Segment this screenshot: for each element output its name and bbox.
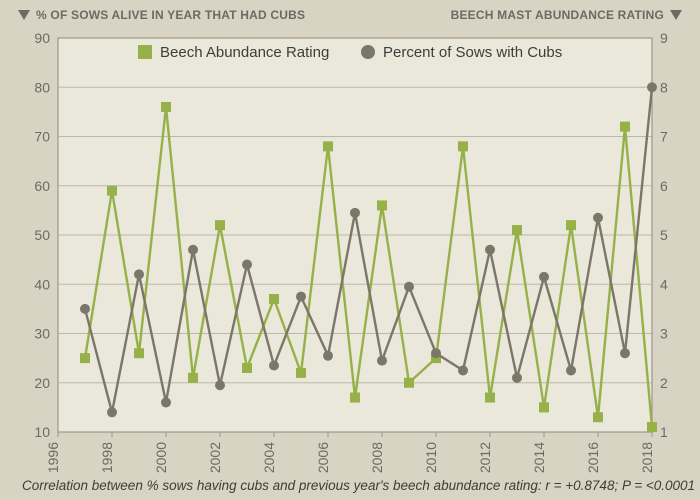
x-tick-label: 2006 — [315, 442, 331, 473]
x-tick-label: 2012 — [477, 442, 493, 473]
beech-series-marker — [350, 393, 360, 403]
y-left-tick: 80 — [34, 79, 50, 95]
sows-series-marker — [458, 365, 468, 375]
sows-series-marker — [188, 245, 198, 255]
y-left-tick: 40 — [34, 276, 50, 292]
y-right-tick: 9 — [660, 30, 668, 46]
beech-series-marker — [539, 402, 549, 412]
beech-series-marker — [161, 102, 171, 112]
y-left-tick: 10 — [34, 424, 50, 440]
x-tick-label: 2004 — [261, 442, 277, 473]
chart-caption: Correlation between % sows having cubs a… — [22, 478, 695, 493]
sows-series-marker — [485, 245, 495, 255]
chart-container: 10 1 20 2 30 3 40 4 50 5 60 6 70 7 80 8 90 9 1996 1998 2000 2… — [0, 0, 700, 500]
y-right-tick: 1 — [660, 424, 668, 440]
beech-series-marker — [512, 225, 522, 235]
legend-marker-circle-icon — [361, 45, 375, 59]
x-tick-label: 2014 — [531, 442, 547, 473]
beech-series-marker — [647, 422, 657, 432]
y-right-tick: 4 — [660, 276, 668, 292]
sows-series-marker — [404, 282, 414, 292]
y-left-tick: 90 — [34, 30, 50, 46]
beech-series-marker — [377, 200, 387, 210]
beech-series-marker — [188, 373, 198, 383]
chart-svg: 10 1 20 2 30 3 40 4 50 5 60 6 70 7 80 8 90 9 1996 1998 2000 2… — [0, 0, 700, 500]
beech-series-marker — [404, 378, 414, 388]
header-left-label: % OF SOWS ALIVE IN YEAR THAT HAD CUBS — [36, 8, 305, 22]
beech-series-marker — [134, 348, 144, 358]
sows-series-marker — [161, 397, 171, 407]
sows-series-marker — [539, 272, 549, 282]
sows-series-marker — [566, 365, 576, 375]
beech-series-marker — [242, 363, 252, 373]
sows-series-marker — [647, 82, 657, 92]
beech-series-marker — [80, 353, 90, 363]
x-tick-label: 2010 — [423, 442, 439, 473]
beech-series-marker — [323, 141, 333, 151]
legend-marker-square-icon — [138, 45, 152, 59]
beech-series-marker — [296, 368, 306, 378]
y-right-tick: 6 — [660, 178, 668, 194]
x-tick-label: 1996 — [45, 442, 61, 473]
y-left-tick: 70 — [34, 129, 50, 145]
sows-series-marker — [593, 213, 603, 223]
sows-series-marker — [215, 380, 225, 390]
sows-series-marker — [269, 361, 279, 371]
sows-series-marker — [620, 348, 630, 358]
y-right-tick: 8 — [660, 79, 668, 95]
legend-label-b: Percent of Sows with Cubs — [383, 44, 562, 61]
x-tick-label: 2008 — [369, 442, 385, 473]
header-right-label: BEECH MAST ABUNDANCE RATING — [451, 8, 664, 22]
y-right-tick: 2 — [660, 375, 668, 391]
y-left-tick: 20 — [34, 375, 50, 391]
sows-series-marker — [296, 292, 306, 302]
chart-bg: 10 1 20 2 30 3 40 4 50 5 60 6 70 7 80 8 90 9 1996 1998 2000 2… — [0, 0, 700, 500]
triangle-down-icon — [670, 10, 682, 20]
y-right-tick: 5 — [660, 227, 668, 243]
sows-series-marker — [80, 304, 90, 314]
sows-series-marker — [107, 407, 117, 417]
sows-series-marker — [134, 269, 144, 279]
sows-series-marker — [242, 260, 252, 270]
x-tick-label: 2002 — [207, 442, 223, 473]
beech-series-marker — [593, 412, 603, 422]
beech-series-marker — [458, 141, 468, 151]
beech-series-marker — [485, 393, 495, 403]
sows-series-marker — [350, 208, 360, 218]
beech-series-marker — [215, 220, 225, 230]
y-left-tick: 30 — [34, 326, 50, 342]
x-tick-label: 2018 — [639, 442, 655, 473]
beech-series-marker — [566, 220, 576, 230]
x-tick-label: 1998 — [99, 442, 115, 473]
beech-series-marker — [107, 186, 117, 196]
y-left-tick: 60 — [34, 178, 50, 194]
beech-series-marker — [269, 294, 279, 304]
x-tick-label: 2016 — [585, 442, 601, 473]
legend-label-a: Beech Abundance Rating — [160, 44, 329, 61]
sows-series-marker — [323, 351, 333, 361]
y-left-tick: 50 — [34, 227, 50, 243]
beech-series-marker — [620, 122, 630, 132]
triangle-down-icon — [18, 10, 30, 20]
y-right-tick: 7 — [660, 129, 668, 145]
sows-series-marker — [377, 356, 387, 366]
x-tick-label: 2000 — [153, 442, 169, 473]
y-right-tick: 3 — [660, 326, 668, 342]
sows-series-marker — [512, 373, 522, 383]
sows-series-marker — [431, 348, 441, 358]
